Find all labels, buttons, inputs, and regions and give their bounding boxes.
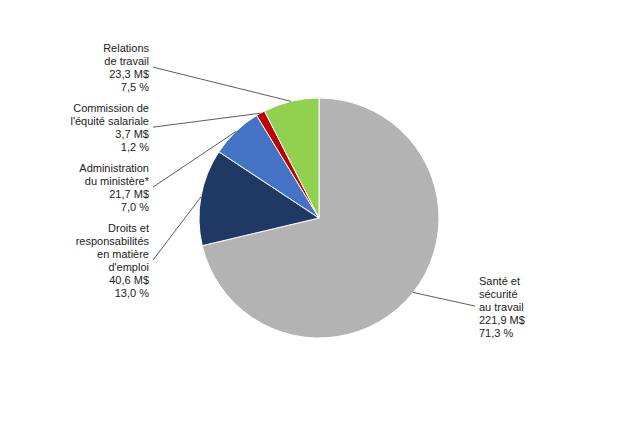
svg-text:Relationsde travail23,3 M$7,5: Relationsde travail23,3 M$7,5 % (103, 42, 149, 93)
svg-text:Commission del'équité salarial: Commission del'équité salariale3,7 M$1,2… (70, 102, 149, 153)
svg-text:Droits etresponsabilitésen mat: Droits etresponsabilitésen matièred'empl… (76, 222, 150, 299)
svg-text:Santé etsécuritéau travail221,: Santé etsécuritéau travail221,9 M$71,3 % (479, 275, 525, 339)
svg-text:Administrationdu ministère*21,: Administrationdu ministère*21,7 M$7,0 % (79, 162, 149, 213)
